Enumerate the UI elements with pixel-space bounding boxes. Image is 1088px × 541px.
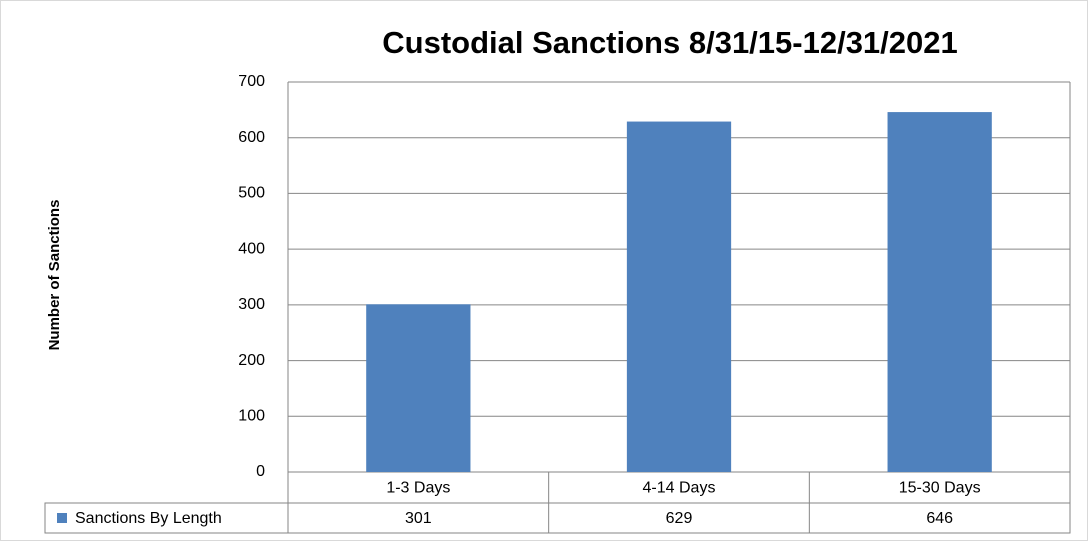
y-tick-label: 500 (238, 185, 265, 202)
x-tick-label: 4-14 Days (643, 480, 716, 497)
y-tick-label: 600 (238, 129, 265, 146)
bar (626, 121, 732, 473)
bar (887, 112, 992, 472)
y-tick-label: 200 (238, 352, 265, 369)
y-tick-label: 300 (238, 296, 265, 313)
y-tick-label: 0 (256, 463, 265, 480)
legend-label: Sanctions By Length (75, 510, 222, 527)
chart-title: Custodial Sanctions 8/31/15-12/31/2021 (382, 25, 958, 60)
y-axis-label: Number of Sanctions (46, 200, 63, 351)
legend-swatch (57, 513, 67, 523)
data-table-value: 301 (405, 510, 432, 527)
y-tick-label: 100 (238, 408, 265, 425)
bar (366, 304, 471, 472)
x-tick-label: 1-3 Days (386, 480, 450, 497)
data-table-value: 646 (926, 510, 953, 527)
y-tick-label: 400 (238, 240, 265, 257)
x-tick-label: 15-30 Days (899, 480, 981, 497)
data-table-value: 629 (666, 510, 693, 527)
y-tick-label: 700 (238, 73, 265, 90)
